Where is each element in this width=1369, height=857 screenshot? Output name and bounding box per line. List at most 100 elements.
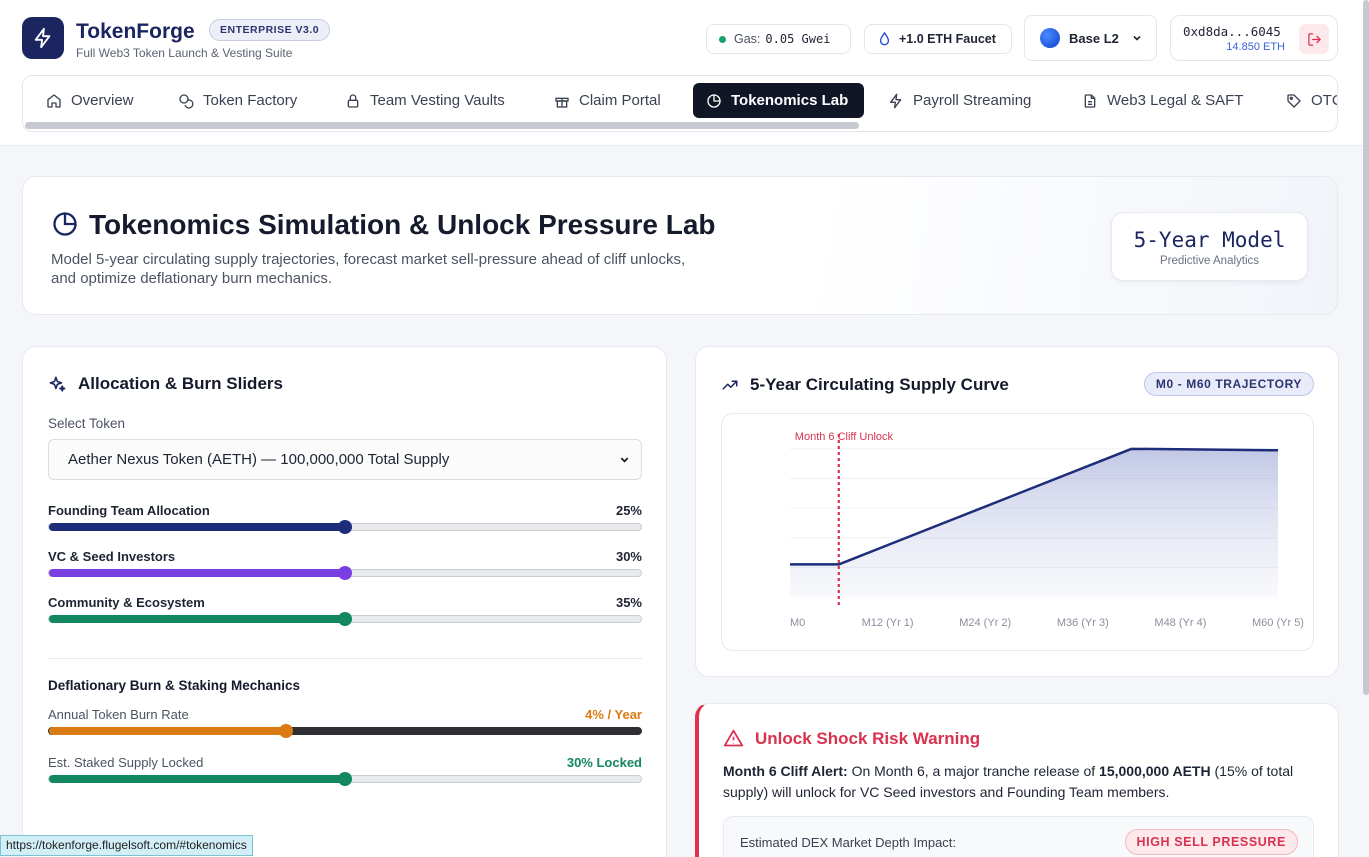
allocation-card: Allocation & Burn Sliders Select Token A… bbox=[22, 346, 667, 857]
trending-up-icon bbox=[722, 380, 738, 390]
supply-chart-card: 5-Year Circulating Supply Curve M0 - M60… bbox=[695, 346, 1339, 677]
supply-chart-svg: Month 6 Cliff Unlock M0 M12 (Yr 1) M24 (Yr … bbox=[790, 431, 1304, 629]
slider-thumb[interactable] bbox=[338, 520, 352, 534]
tab-label: Web3 Legal & SAFT bbox=[1107, 92, 1244, 109]
brand-tagline: Full Web3 Token Launch & Vesting Suite bbox=[76, 46, 293, 60]
slider-track[interactable] bbox=[48, 772, 642, 786]
warning-text: Month 6 Cliff Alert: On Month 6, a major… bbox=[723, 763, 1294, 800]
trajectory-badge: M0 - M60 TRAJECTORY bbox=[1143, 372, 1314, 396]
page-title: Tokenomics Simulation & Unlock Pressure … bbox=[89, 209, 716, 240]
slider-value: 30% Locked bbox=[566, 755, 642, 770]
slider-thumb[interactable] bbox=[278, 724, 293, 738]
tab-label: Token Factory bbox=[203, 92, 298, 109]
sell-pressure-badge: HIGH SELL PRESSURE bbox=[1124, 829, 1298, 855]
token-select-value: Aether Nexus Token (AETH) — 100,000,000 … bbox=[68, 451, 450, 468]
slider-value: 4% / Year bbox=[585, 707, 642, 722]
tab-token-factory[interactable]: Token Factory bbox=[165, 83, 310, 118]
tab-label: Payroll Streaming bbox=[913, 92, 1032, 109]
gift-icon bbox=[555, 97, 569, 108]
model-label: Predictive Analytics bbox=[1159, 255, 1260, 267]
pie-chart-icon bbox=[53, 212, 77, 236]
slider-thumb[interactable] bbox=[338, 612, 352, 626]
chevron-down-icon bbox=[1133, 35, 1141, 41]
burn-section-title: Deflationary Burn & Staking Mechanics bbox=[48, 678, 301, 693]
supply-line bbox=[790, 447, 1279, 566]
x-tick-label: M60 (Yr 5) bbox=[1252, 617, 1304, 629]
gas-value: 0.05 Gwei bbox=[765, 32, 831, 46]
supply-chart: Month 6 Cliff Unlock M0 M12 (Yr 1) M24 (Yr … bbox=[721, 413, 1314, 651]
droplet-icon bbox=[879, 32, 890, 46]
lock-icon bbox=[347, 93, 359, 108]
tab-tokenomics-lab[interactable]: Tokenomics Lab bbox=[693, 83, 864, 118]
edition-badge: ENTERPRISE V3.0 bbox=[209, 19, 331, 41]
tabs-scrollbar[interactable] bbox=[25, 122, 859, 129]
page-description: Model 5-year circulating supply trajecto… bbox=[51, 251, 686, 287]
faucet-button[interactable]: +1.0 ETH Faucet bbox=[864, 24, 1012, 54]
wallet-widget[interactable]: 0xd8da...6045 14.850 ETH bbox=[1170, 15, 1338, 61]
network-globe-icon bbox=[1040, 28, 1060, 48]
hero-panel: Tokenomics Simulation & Unlock Pressure … bbox=[22, 176, 1338, 315]
tab-label: Claim Portal bbox=[579, 92, 661, 109]
status-dot bbox=[719, 35, 726, 43]
document-icon bbox=[1084, 93, 1096, 108]
supply-chart-title: 5-Year Circulating Supply Curve bbox=[721, 375, 1009, 395]
model-card: 5-Year Model Predictive Analytics bbox=[1111, 212, 1308, 281]
supply-area bbox=[790, 448, 1278, 597]
tab-label: Tokenomics Lab bbox=[731, 92, 849, 109]
tag-icon bbox=[1287, 93, 1301, 108]
slider-label: Est. Staked Supply Locked bbox=[48, 755, 204, 770]
lightning-icon bbox=[890, 93, 902, 108]
tab-team-vesting-vaults[interactable]: Team Vesting Vaults bbox=[332, 83, 518, 118]
select-token-label: Select Token bbox=[48, 416, 126, 431]
x-tick-label: M48 (Yr 4) bbox=[1154, 617, 1206, 629]
slider-track[interactable] bbox=[48, 566, 642, 580]
logo[interactable] bbox=[22, 17, 64, 59]
slider-value: 35% bbox=[615, 595, 642, 610]
network-selector[interactable]: Base L2 bbox=[1024, 15, 1157, 61]
tab-otc[interactable]: OTC bbox=[1273, 83, 1337, 118]
x-tick-label: M36 (Yr 3) bbox=[1057, 617, 1109, 629]
slider-label: Founding Team Allocation bbox=[48, 503, 210, 518]
token-select[interactable]: Aether Nexus Token (AETH) — 100,000,000 … bbox=[48, 439, 642, 480]
wallet-address: 0xd8da...6045 bbox=[1183, 24, 1281, 39]
tab-label: Overview bbox=[71, 92, 134, 109]
sparkles-icon bbox=[49, 376, 66, 392]
slider-value: 25% bbox=[615, 503, 642, 518]
tab-web3-legal-saft[interactable]: Web3 Legal & SAFT bbox=[1069, 83, 1256, 118]
model-value: 5-Year Model bbox=[1133, 228, 1286, 252]
page-scrollbar[interactable] bbox=[1363, 0, 1369, 695]
cliff-marker-label: Month 6 Cliff Unlock bbox=[795, 431, 894, 443]
warning-title: Unlock Shock Risk Warning bbox=[723, 728, 980, 749]
gas-indicator: Gas: 0.05 Gwei bbox=[706, 24, 851, 54]
warning-triangle-icon bbox=[723, 729, 744, 747]
allocation-title: Allocation & Burn Sliders bbox=[48, 374, 283, 394]
wallet-balance: 14.850 ETH bbox=[1226, 41, 1285, 53]
x-tick-label: M24 (Yr 2) bbox=[959, 617, 1011, 629]
tab-claim-portal[interactable]: Claim Portal bbox=[541, 83, 674, 118]
gas-label: Gas: bbox=[734, 32, 761, 46]
tab-label: OTC bbox=[1311, 92, 1337, 109]
unlock-warning-card: Unlock Shock Risk Warning Month 6 Cliff … bbox=[695, 703, 1339, 857]
faucet-label: +1.0 ETH Faucet bbox=[899, 32, 996, 46]
impact-box: Estimated DEX Market Depth Impact: HIGH … bbox=[723, 816, 1314, 857]
chevron-down-icon bbox=[620, 457, 629, 463]
disconnect-button[interactable] bbox=[1299, 24, 1329, 54]
slider-label: Community & Ecosystem bbox=[48, 595, 205, 610]
coins-icon bbox=[179, 93, 194, 109]
slider-label: Annual Token Burn Rate bbox=[48, 707, 189, 722]
slider-track[interactable] bbox=[48, 612, 642, 626]
slider-thumb[interactable] bbox=[338, 566, 352, 580]
x-tick-label: M12 (Yr 1) bbox=[862, 617, 914, 629]
divider bbox=[48, 658, 642, 659]
tab-payroll-streaming[interactable]: Payroll Streaming bbox=[875, 83, 1044, 118]
slider-track[interactable] bbox=[48, 520, 642, 534]
tab-overview[interactable]: Overview bbox=[33, 83, 147, 118]
lightning-icon bbox=[34, 27, 51, 49]
impact-label: Estimated DEX Market Depth Impact: bbox=[740, 835, 957, 850]
slider-thumb[interactable] bbox=[338, 772, 352, 786]
slider-label: VC & Seed Investors bbox=[48, 549, 176, 564]
logout-icon bbox=[1307, 32, 1321, 46]
pie-chart-icon bbox=[707, 93, 721, 108]
slider-track[interactable] bbox=[48, 724, 642, 738]
top-header: TokenForge ENTERPRISE V3.0 Full Web3 Tok… bbox=[0, 0, 1369, 146]
